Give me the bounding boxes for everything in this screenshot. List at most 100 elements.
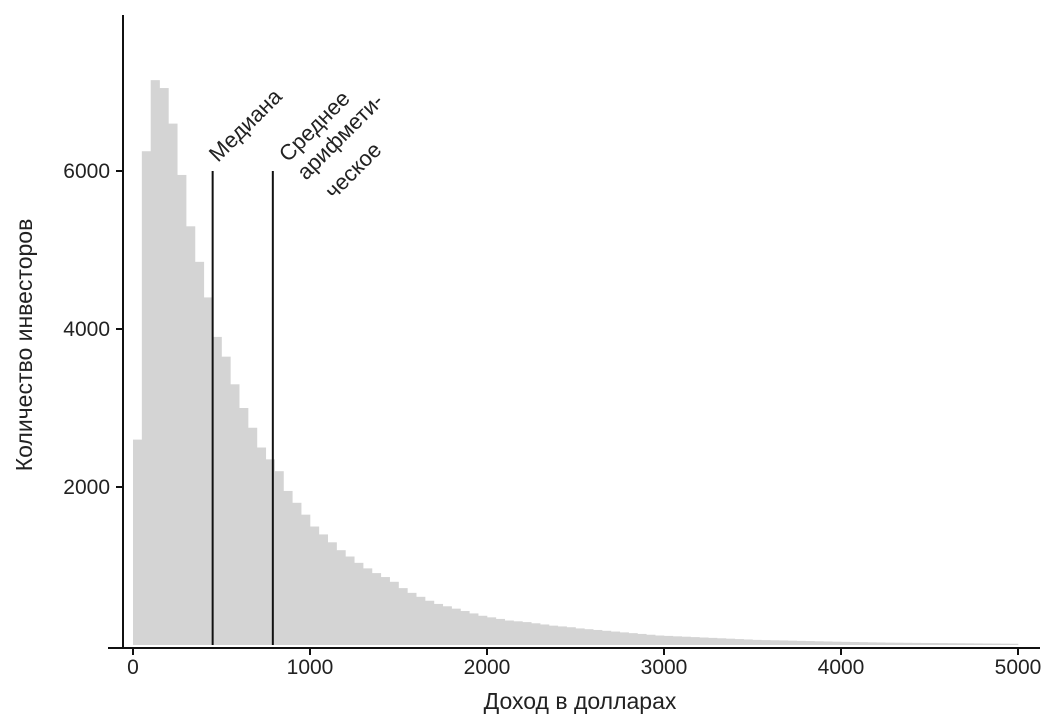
histogram-bars bbox=[133, 80, 1019, 646]
histogram-bar bbox=[336, 550, 346, 645]
histogram-bar bbox=[876, 642, 886, 645]
histogram-bar bbox=[584, 629, 594, 645]
histogram-bar bbox=[186, 226, 196, 646]
histogram-bar bbox=[416, 596, 426, 645]
x-tick-label: 0 bbox=[127, 656, 139, 679]
histogram-bar bbox=[1000, 643, 1010, 645]
histogram-bar bbox=[141, 151, 151, 645]
histogram-bar bbox=[522, 622, 532, 645]
histogram-bar bbox=[814, 641, 824, 645]
histogram-bar bbox=[425, 600, 435, 645]
x-ticks: 0 1000 2000 3000 4000 5000 bbox=[127, 648, 1041, 679]
histogram-bar bbox=[973, 643, 983, 645]
histogram-bar bbox=[487, 617, 497, 645]
histogram-bar bbox=[292, 502, 302, 645]
histogram-bar bbox=[787, 640, 798, 645]
histogram-bar bbox=[363, 568, 373, 645]
histogram-bar bbox=[513, 621, 523, 645]
histogram-bar bbox=[159, 88, 169, 646]
histogram-bar bbox=[203, 297, 213, 645]
histogram-bar bbox=[681, 636, 691, 645]
histogram-bar bbox=[734, 639, 744, 645]
x-tick-label: 1000 bbox=[287, 656, 334, 679]
histogram-bar bbox=[230, 384, 240, 645]
histogram-bar bbox=[133, 439, 143, 645]
histogram-bar bbox=[823, 641, 833, 645]
histogram-bar bbox=[991, 643, 1001, 645]
histogram-bar bbox=[239, 408, 249, 645]
histogram-bar bbox=[248, 427, 258, 645]
histogram-bar bbox=[610, 631, 621, 645]
histogram-bar bbox=[929, 643, 939, 645]
histogram-bar bbox=[354, 562, 364, 645]
histogram-bar bbox=[557, 626, 567, 645]
histogram-bar bbox=[849, 642, 859, 645]
histogram-bar bbox=[717, 638, 727, 645]
histogram-bar bbox=[911, 642, 921, 645]
histogram-bar bbox=[832, 641, 842, 645]
histogram-bar bbox=[283, 490, 293, 645]
histogram-bar bbox=[593, 629, 603, 645]
histogram-bar bbox=[548, 625, 559, 645]
histogram-bar bbox=[699, 637, 709, 645]
histogram-bar bbox=[575, 628, 585, 645]
x-tick-label: 2000 bbox=[464, 656, 511, 679]
y-tick-label: 4000 bbox=[63, 318, 110, 341]
histogram-bar bbox=[451, 608, 461, 645]
histogram-bar bbox=[531, 623, 541, 645]
histogram-bar bbox=[495, 618, 505, 645]
histogram-bar bbox=[504, 620, 514, 645]
histogram-bar bbox=[318, 534, 328, 645]
histogram-bar bbox=[221, 356, 231, 645]
histogram-bar bbox=[902, 642, 913, 645]
histogram-bar bbox=[478, 615, 488, 645]
histogram-bar bbox=[345, 556, 355, 645]
histogram-bar bbox=[664, 635, 674, 645]
histogram-bar bbox=[956, 643, 966, 645]
histogram-bar bbox=[858, 642, 868, 645]
y-axis-label: Количество инвесторов bbox=[11, 219, 37, 472]
histogram-bar bbox=[885, 642, 895, 645]
histogram-bar bbox=[433, 603, 444, 645]
histogram-bar bbox=[301, 514, 311, 645]
histogram-bar bbox=[566, 627, 576, 645]
histogram-bar bbox=[540, 624, 550, 645]
y-tick-label: 2000 bbox=[63, 476, 110, 499]
histogram-bar bbox=[212, 336, 222, 645]
histogram-bar bbox=[442, 606, 452, 645]
histogram-bar bbox=[256, 447, 267, 645]
histogram-bar bbox=[646, 634, 656, 645]
histogram-bar bbox=[779, 640, 789, 645]
histogram-bar bbox=[770, 640, 780, 645]
histogram-bar bbox=[168, 123, 178, 646]
histogram-bar bbox=[725, 638, 736, 645]
histogram-bar bbox=[796, 640, 806, 645]
y-ticks: 2000 4000 6000 bbox=[63, 160, 123, 499]
histogram-bar bbox=[310, 526, 320, 645]
x-tick-label: 4000 bbox=[818, 656, 865, 679]
histogram-bar bbox=[398, 588, 408, 645]
histogram-bar bbox=[805, 641, 815, 645]
x-axis-label: Доход в долларах bbox=[484, 688, 677, 714]
histogram-bar bbox=[841, 641, 851, 645]
histogram-bar bbox=[964, 643, 975, 645]
marker-lines bbox=[211, 171, 274, 645]
histogram-bar bbox=[938, 643, 948, 645]
histogram-bar bbox=[274, 471, 284, 645]
median-annotation: Медиана bbox=[204, 83, 287, 166]
histogram-bar bbox=[655, 635, 665, 645]
histogram-bar bbox=[867, 642, 877, 645]
histogram-bar bbox=[194, 261, 205, 645]
histogram-bar bbox=[637, 633, 647, 645]
histogram-bar bbox=[380, 577, 390, 645]
histogram-bar bbox=[602, 630, 612, 645]
histogram-bar bbox=[690, 637, 700, 645]
histogram-bar bbox=[894, 642, 904, 645]
x-tick-label: 3000 bbox=[641, 656, 688, 679]
histogram-bar bbox=[743, 639, 753, 645]
histogram-bar bbox=[982, 643, 992, 645]
histogram-bar bbox=[628, 633, 638, 645]
histogram-bar bbox=[371, 573, 382, 645]
histogram-bar bbox=[265, 459, 275, 645]
